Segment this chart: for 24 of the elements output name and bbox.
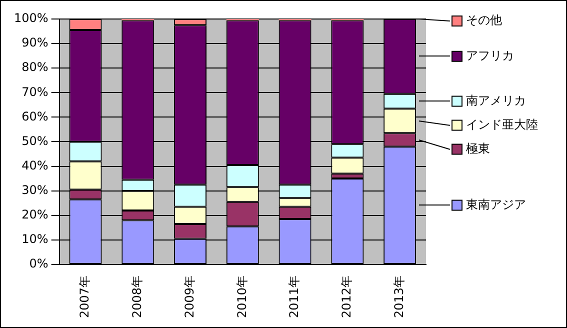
y-tick-label: 80% — [22, 60, 48, 74]
legend-label: その他 — [466, 13, 502, 28]
legend-label: 極東 — [466, 141, 490, 156]
y-tick-label: 60% — [22, 109, 48, 124]
legend-label: 東南アジア — [466, 197, 526, 212]
x-tick-label: 2011年 — [287, 275, 302, 318]
y-tick-label: 100% — [14, 11, 48, 26]
y-tick-label: 10% — [22, 232, 48, 246]
legend-label: アフリカ — [466, 48, 514, 63]
x-tick-label: 2012年 — [340, 275, 354, 318]
y-tick-label: 50% — [22, 134, 48, 148]
x-tick-label: 2007年 — [78, 275, 92, 318]
y-tick-label: 70% — [22, 84, 48, 99]
y-tick-label: 0% — [29, 256, 48, 271]
x-tick-label: 2010年 — [234, 275, 249, 318]
x-tick-label: 2009年 — [182, 275, 196, 318]
x-tick-label: 2008年 — [130, 275, 144, 318]
y-tick-label: 40% — [22, 158, 48, 172]
legend-label: 南アメリカ — [466, 93, 526, 108]
y-tick-label: 90% — [22, 36, 48, 50]
y-tick-label: 30% — [22, 182, 48, 197]
x-tick-label: 2013年 — [392, 275, 406, 318]
legend-label: インド亜大陸 — [466, 117, 538, 132]
y-tick-label: 20% — [22, 207, 48, 222]
